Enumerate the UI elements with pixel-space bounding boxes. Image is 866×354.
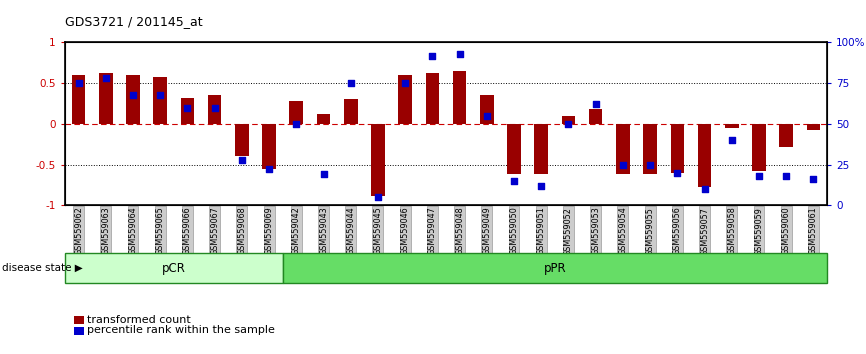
Text: percentile rank within the sample: percentile rank within the sample bbox=[87, 325, 275, 335]
Point bbox=[126, 92, 140, 97]
Point bbox=[561, 121, 575, 127]
Point bbox=[208, 105, 222, 110]
Bar bbox=[99, 73, 113, 124]
Bar bbox=[779, 124, 793, 147]
Bar bbox=[425, 73, 439, 124]
Point bbox=[480, 113, 494, 119]
Point bbox=[371, 194, 385, 200]
Point bbox=[344, 80, 358, 86]
Bar bbox=[643, 124, 657, 175]
Point bbox=[616, 162, 630, 167]
Bar bbox=[282, 253, 827, 283]
Bar bbox=[208, 96, 222, 124]
Point bbox=[235, 157, 249, 162]
Bar bbox=[480, 96, 494, 124]
Bar bbox=[534, 124, 548, 175]
Point bbox=[398, 80, 412, 86]
Point bbox=[99, 75, 113, 81]
Bar bbox=[235, 124, 249, 156]
Bar bbox=[317, 114, 330, 124]
Bar bbox=[670, 124, 684, 173]
Point bbox=[425, 53, 439, 58]
Bar bbox=[126, 75, 139, 124]
Point bbox=[725, 137, 739, 143]
Point bbox=[534, 183, 548, 189]
Point bbox=[670, 170, 684, 176]
Bar bbox=[562, 116, 575, 124]
Text: disease state ▶: disease state ▶ bbox=[2, 263, 82, 273]
Point bbox=[289, 121, 303, 127]
Bar bbox=[753, 124, 766, 171]
Point bbox=[262, 167, 276, 172]
Text: GDS3721 / 201145_at: GDS3721 / 201145_at bbox=[65, 15, 203, 28]
Point bbox=[153, 92, 167, 97]
Bar bbox=[507, 124, 520, 175]
Text: pPR: pPR bbox=[544, 262, 566, 275]
Bar bbox=[262, 124, 276, 169]
Text: pCR: pCR bbox=[162, 262, 185, 275]
Point bbox=[806, 176, 820, 182]
Bar bbox=[698, 124, 711, 187]
Bar bbox=[453, 71, 467, 124]
Bar bbox=[616, 124, 630, 175]
Point bbox=[698, 186, 712, 192]
Point bbox=[643, 162, 657, 167]
Bar bbox=[72, 75, 86, 124]
Point bbox=[72, 80, 86, 86]
Bar bbox=[289, 101, 303, 124]
Bar bbox=[372, 124, 385, 195]
Bar bbox=[806, 124, 820, 130]
Point bbox=[317, 172, 331, 177]
Point bbox=[507, 178, 521, 184]
Bar bbox=[153, 77, 167, 124]
Bar bbox=[65, 253, 282, 283]
Bar bbox=[725, 124, 739, 128]
Bar bbox=[344, 99, 358, 124]
Point bbox=[779, 173, 793, 179]
Point bbox=[453, 51, 467, 57]
Bar bbox=[181, 98, 194, 124]
Text: transformed count: transformed count bbox=[87, 315, 191, 325]
Point bbox=[180, 105, 194, 110]
Bar bbox=[589, 109, 603, 124]
Point bbox=[589, 102, 603, 107]
Bar bbox=[398, 75, 412, 124]
Point bbox=[752, 173, 766, 179]
